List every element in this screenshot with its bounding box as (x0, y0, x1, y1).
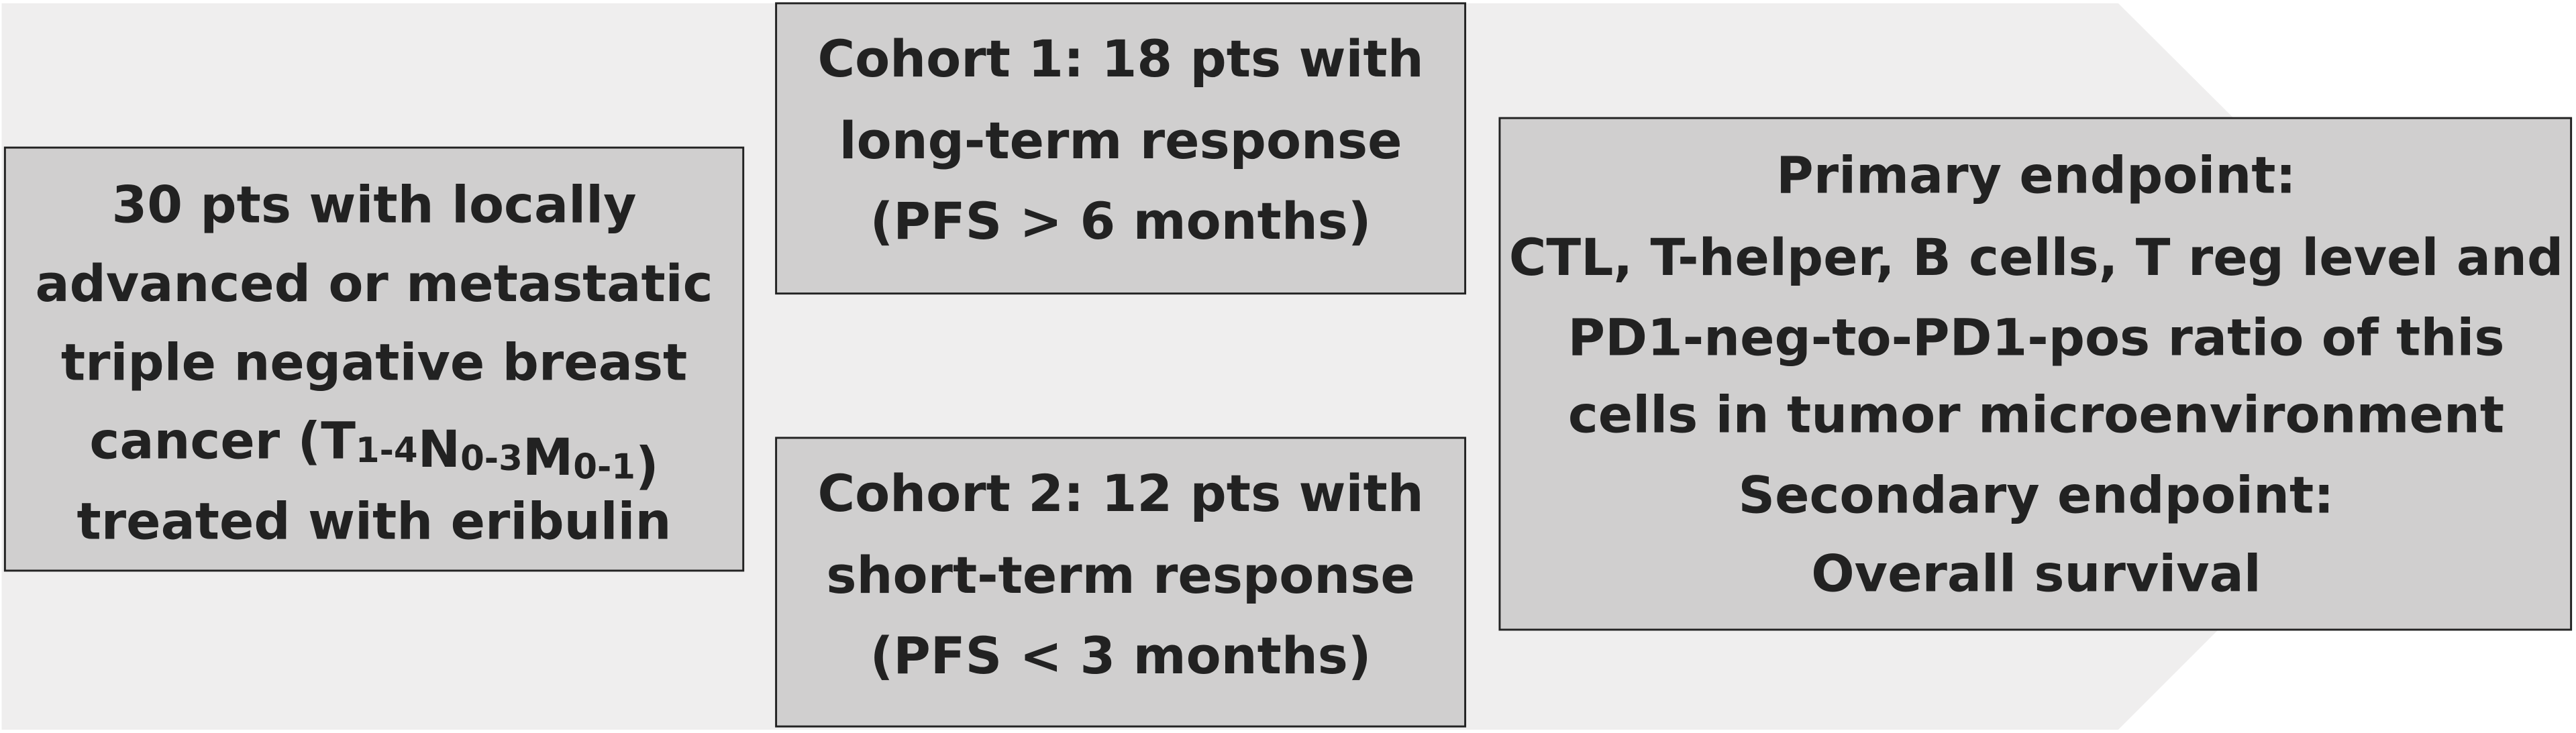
text-line: advanced or metastatic (35, 254, 713, 313)
patients-box (3, 146, 745, 572)
text-line: CTL, T-helper, B cells, T reg level and (1509, 228, 2564, 287)
staging-line: cancer (T1-4N0-3M0-1) (89, 412, 658, 496)
stage-letter: T (321, 412, 356, 471)
text-line: long-term response (839, 111, 1402, 170)
stage-letter: N (418, 420, 460, 479)
text-line: short-term response (826, 546, 1414, 605)
stage-letter: M (523, 428, 573, 487)
text-line: Cohort 1: 18 pts with (817, 30, 1423, 89)
text-line: Overall survival (1811, 545, 2261, 604)
text-line: (PFS > 6 months) (870, 192, 1372, 251)
stage-sub: 0-1 (573, 447, 635, 487)
text-line: Primary endpoint: (1776, 146, 2296, 205)
text-line: (PFS < 3 months) (870, 626, 1372, 685)
text-line: treated with eribulin (77, 492, 672, 551)
text-line: 30 pts with locally (112, 176, 637, 235)
endpoints-box (1498, 117, 2573, 631)
text-line: Secondary endpoint: (1739, 465, 2334, 524)
staging-suffix: ) (635, 436, 659, 495)
cohort-1-box (775, 2, 1467, 295)
text-line: Cohort 2: 12 pts with (817, 464, 1423, 523)
text-line: triple negative breast (61, 333, 687, 392)
cohort-2-box (775, 437, 1467, 728)
stage-sub: 0-3 (460, 439, 523, 479)
stage-sub: 1-4 (356, 431, 418, 471)
text-line: cells in tumor microenvironment (1568, 386, 2504, 445)
staging-prefix: cancer ( (89, 412, 321, 471)
texts: 30 pts with locally advanced or metastati… (35, 30, 2563, 685)
text-line: PD1-neg-to-PD1-pos ratio of this (1568, 308, 2505, 368)
